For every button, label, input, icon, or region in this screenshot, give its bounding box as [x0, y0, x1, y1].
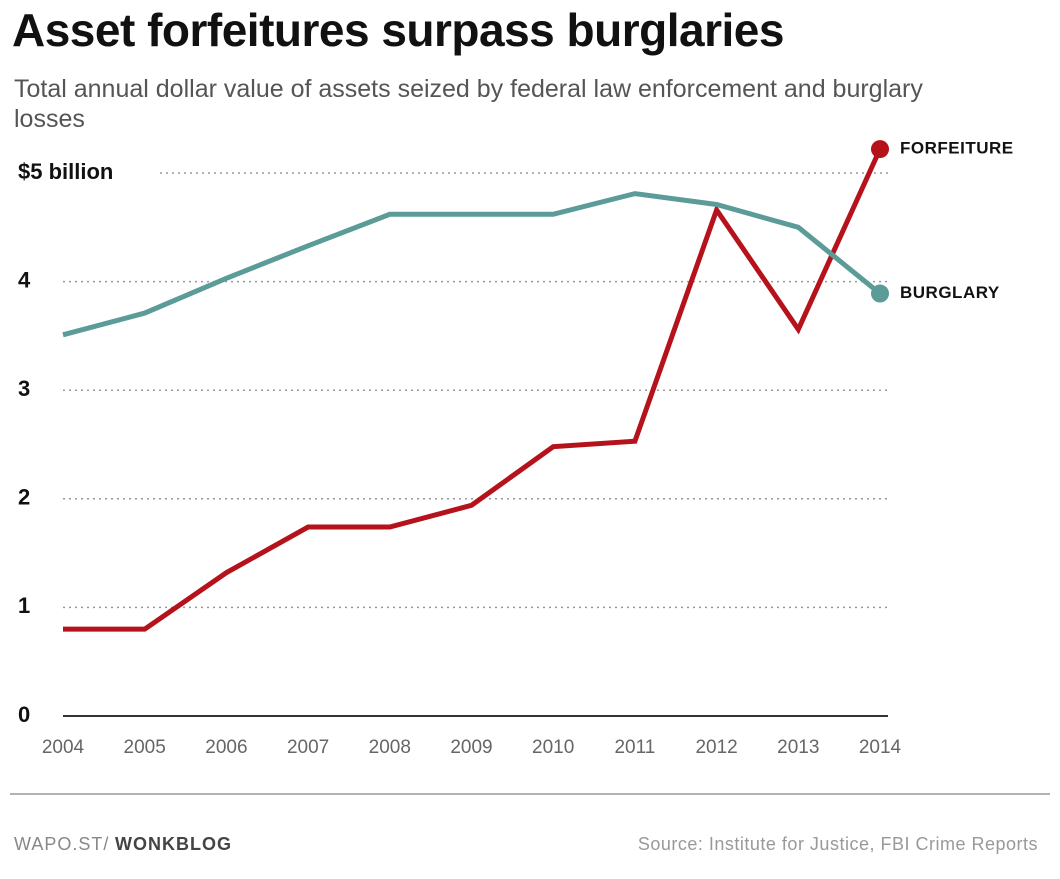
- x-tick-label: 2007: [287, 737, 329, 758]
- y-tick-label: $5 billion: [18, 159, 113, 184]
- credit-prefix: WAPO.ST/: [14, 834, 109, 854]
- source: Source: Institute for Justice, FBI Crime…: [638, 834, 1038, 854]
- x-tick-label: 2013: [777, 737, 819, 758]
- x-tick-label: 2005: [124, 737, 166, 758]
- chart-title: Asset forfeitures surpass burglaries: [12, 4, 784, 56]
- credit-brand: WONKBLOG: [115, 834, 232, 854]
- x-tick-label: 2012: [695, 737, 737, 758]
- series-line: [62, 191, 882, 338]
- x-tick-label: 2004: [42, 737, 85, 758]
- series-label: FORFEITURE: [900, 139, 1014, 158]
- x-tick-label: 2011: [614, 737, 655, 758]
- end-dot: [871, 284, 889, 303]
- x-tick-label: 2008: [369, 737, 411, 758]
- y-tick-label: 4: [18, 267, 31, 292]
- series-line: [63, 148, 883, 632]
- y-tick-label: 0: [18, 702, 30, 727]
- chart-subtitle: Total annual dollar value of assets seiz…: [14, 75, 923, 133]
- y-tick-label: 3: [18, 376, 30, 401]
- x-tick-label: 2014: [859, 737, 902, 758]
- x-tick-label: 2009: [450, 737, 492, 758]
- x-tick-label: 2006: [205, 737, 247, 758]
- series-label: BURGLARY: [900, 283, 1000, 302]
- x-tick-label: 2010: [532, 737, 574, 758]
- y-tick-label: 2: [18, 485, 30, 510]
- end-dot: [871, 140, 889, 159]
- y-tick-label: 1: [18, 593, 30, 618]
